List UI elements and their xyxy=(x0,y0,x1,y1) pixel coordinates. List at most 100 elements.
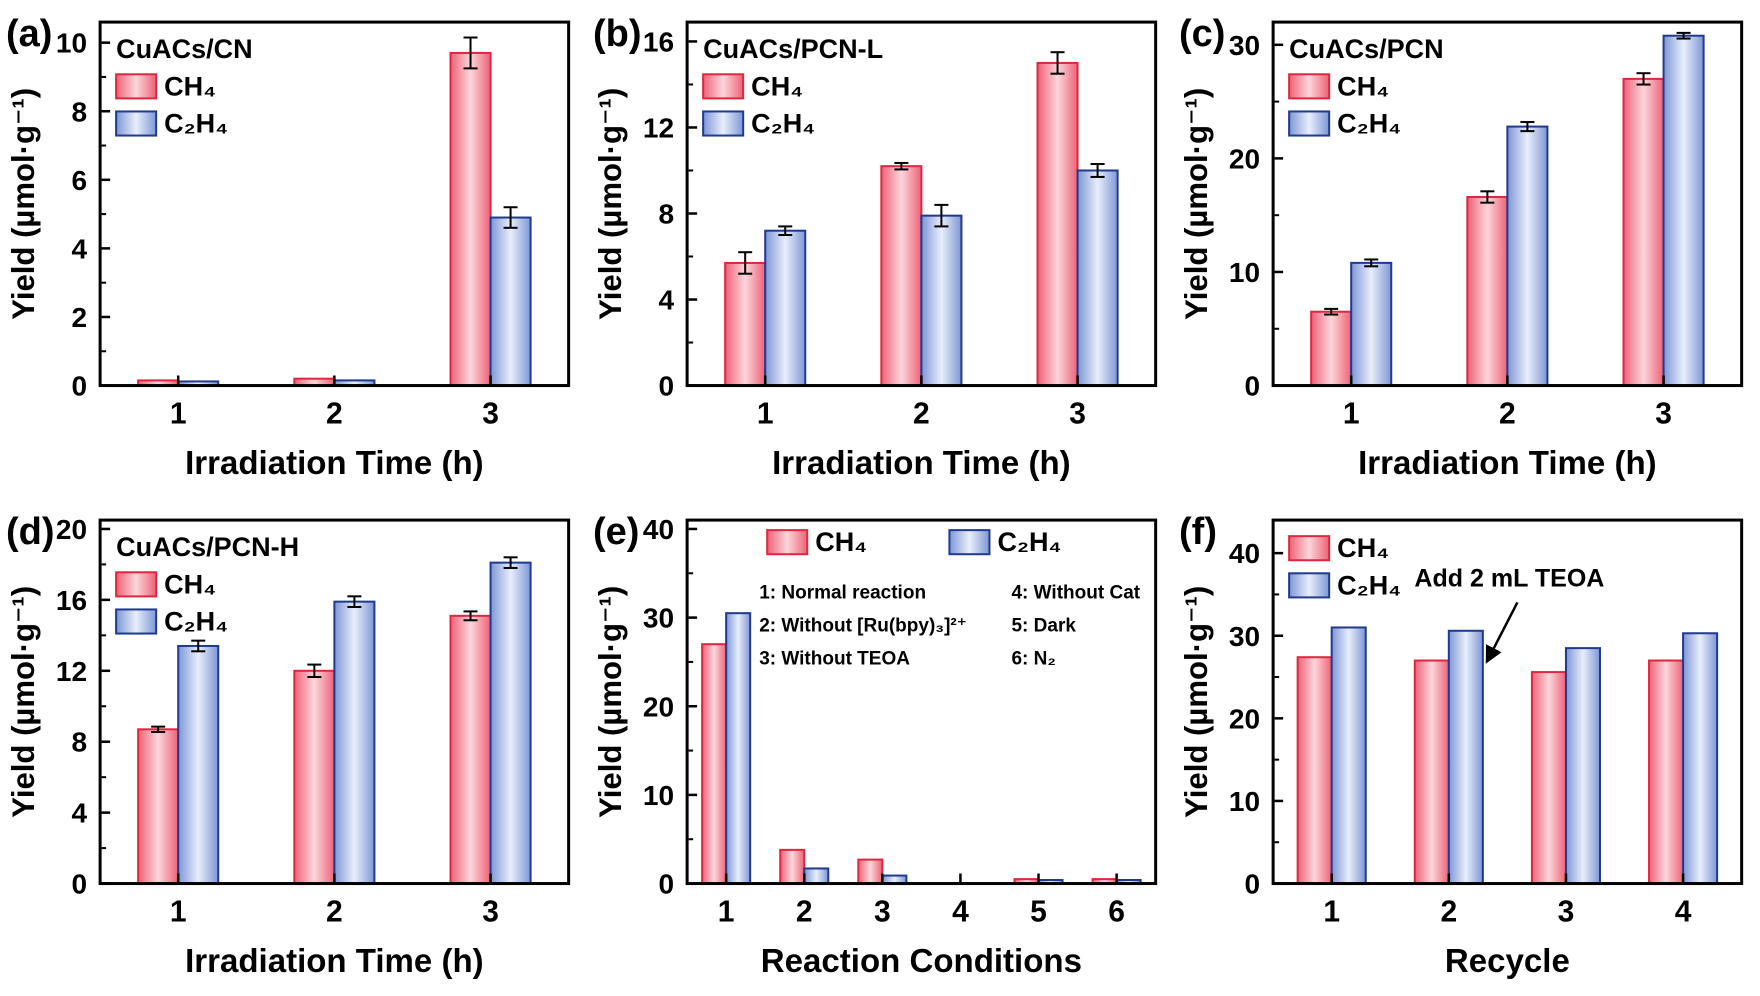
legend-swatch-c2h4 xyxy=(701,110,744,137)
bar-ch4-cat2 xyxy=(1466,195,1509,387)
legend-label-ch4: CH₄ xyxy=(1338,533,1390,563)
condition-note: 1: Normal reaction xyxy=(759,582,926,603)
legend-label-ch4: CH₄ xyxy=(164,71,216,101)
x-tick-label: 3 xyxy=(1069,398,1086,431)
bar-c2h4-cat2 xyxy=(333,600,376,885)
panel-label: (a) xyxy=(6,13,52,55)
legend-swatch-c2h4 xyxy=(115,110,158,137)
panel-b: 0 4 8 12 16 1 2 3 Irradiation Time (h) Yield (µmo… xyxy=(587,0,1174,498)
y-axis-title: Yield (µmol·g⁻¹) xyxy=(1179,586,1214,818)
bar-ch4-cat3 xyxy=(449,614,492,885)
bar-c2h4-cat3 xyxy=(489,216,532,387)
bar-c2h4-cat3 xyxy=(1565,647,1602,885)
legend-swatch-ch4 xyxy=(1288,535,1331,562)
y-tick-label: 8 xyxy=(658,199,674,230)
condition-note: 3: Without TEOA xyxy=(759,649,910,670)
legend-label-c2h4: C₂H₄ xyxy=(164,108,228,138)
bar-ch4-cat4 xyxy=(1648,659,1685,885)
y-tick-label: 0 xyxy=(72,869,88,900)
y-tick-label: 0 xyxy=(658,371,674,402)
bar-ch4-cat1 xyxy=(1310,310,1353,387)
bar-c2h4-cat2 xyxy=(802,867,829,885)
bar-ch4-cat1 xyxy=(723,261,766,387)
legend-label-ch4: CH₄ xyxy=(164,569,216,599)
y-tick-label: 0 xyxy=(1245,371,1261,402)
y-axis-title: Yield (µmol·g⁻¹) xyxy=(593,586,628,818)
plot-border xyxy=(1271,518,1744,886)
y-tick-label: 20 xyxy=(1229,703,1260,734)
plot-border xyxy=(1271,20,1744,388)
panel-label: (c) xyxy=(1179,13,1225,55)
bar-ch4-cat2 xyxy=(778,848,805,885)
y-tick-label: 20 xyxy=(1229,143,1260,174)
bar-c2h4-cat1 xyxy=(177,644,220,885)
x-tick-label: 3 xyxy=(482,398,499,431)
x-tick-label: 2 xyxy=(326,398,343,431)
y-tick-label: 40 xyxy=(1229,538,1260,569)
x-tick-label: 4 xyxy=(952,896,969,929)
plot-border xyxy=(98,20,571,388)
x-axis-title: Recycle xyxy=(1445,943,1570,980)
y-tick-label: 10 xyxy=(1229,786,1260,817)
y-tick-label: 4 xyxy=(658,285,674,316)
y-tick-label: 12 xyxy=(643,112,674,143)
bar-c2h4-cat3 xyxy=(1076,169,1119,387)
annotation-arrow xyxy=(1486,601,1519,664)
bar-ch4-cat1 xyxy=(137,728,180,885)
y-tick-label: 8 xyxy=(72,727,88,758)
y-tick-label: 10 xyxy=(1229,257,1260,288)
condition-note: 2: Without [Ru(bpy)₃]²⁺ xyxy=(759,616,967,637)
chart-title: CuACs/PCN-H xyxy=(116,532,299,562)
y-tick-label: 16 xyxy=(643,26,674,57)
x-tick-label: 1 xyxy=(757,398,774,431)
bar-ch4-cat2 xyxy=(1414,659,1451,885)
panel-d: 0 4 8 12 16 20 1 2 3 Irradiation Time (h) Yield (µ… xyxy=(0,498,587,996)
legend-label-c2h4: C₂H₄ xyxy=(751,108,815,138)
bar-c2h4-cat2 xyxy=(920,214,963,387)
legend-label-c2h4: C₂H₄ xyxy=(1338,570,1402,600)
panel-label: (e) xyxy=(593,511,639,553)
bar-c2h4-cat4 xyxy=(1682,632,1719,885)
y-tick-label: 0 xyxy=(658,869,674,900)
legend-label-ch4: CH₄ xyxy=(1338,71,1390,101)
x-tick-label: 1 xyxy=(717,896,734,929)
x-tick-label: 2 xyxy=(1441,896,1458,929)
legend-swatch-c2h4 xyxy=(948,529,991,556)
bar-ch4-cat3 xyxy=(1622,77,1665,387)
bar-ch4-cat2 xyxy=(293,669,336,885)
condition-note: 4: Without Cat xyxy=(1011,582,1140,603)
x-tick-label: 1 xyxy=(1343,398,1360,431)
bar-c2h4-cat2 xyxy=(1506,125,1549,387)
legend-swatch-ch4 xyxy=(115,571,158,598)
bar-ch4-cat1 xyxy=(1296,656,1334,885)
plot-border xyxy=(685,518,1157,886)
x-tick-label: 5 xyxy=(1030,896,1047,929)
x-tick-label: 2 xyxy=(1499,398,1516,431)
plot-border xyxy=(685,20,1157,388)
x-tick-label: 3 xyxy=(1656,398,1673,431)
y-axis-title: Yield (µmol·g⁻¹) xyxy=(593,88,628,320)
x-axis-title: Irradiation Time (h) xyxy=(772,445,1071,482)
panel-c: 0 10 20 30 1 2 3 Irradiation Time (h) Yield (µmo… xyxy=(1173,0,1760,498)
y-tick-label: 2 xyxy=(72,302,88,333)
arrow-annotation-text: Add 2 mL TEOA xyxy=(1415,564,1605,592)
x-tick-label: 4 xyxy=(1675,896,1692,929)
bar-c2h4-cat1 xyxy=(1331,626,1368,885)
chart-e-canvas: 0 10 20 30 40 1 2 3 4 5 6 Reaction Conditions Yield … xyxy=(593,511,1157,980)
y-tick-label: 20 xyxy=(56,514,87,545)
x-axis-title: Irradiation Time (h) xyxy=(185,445,484,482)
legend-swatch-c2h4 xyxy=(1288,110,1331,137)
bar-ch4-cat3 xyxy=(856,858,883,885)
x-tick-label: 3 xyxy=(482,896,499,929)
x-tick-label: 2 xyxy=(796,896,813,929)
legend-swatch-ch4 xyxy=(1288,73,1331,100)
chart-title: CuACs/CN xyxy=(116,34,253,64)
y-tick-label: 0 xyxy=(72,371,88,402)
bar-ch4-cat3 xyxy=(1531,671,1568,885)
bar-ch4-cat1 xyxy=(700,643,727,885)
legend-swatch-c2h4 xyxy=(1288,572,1331,599)
